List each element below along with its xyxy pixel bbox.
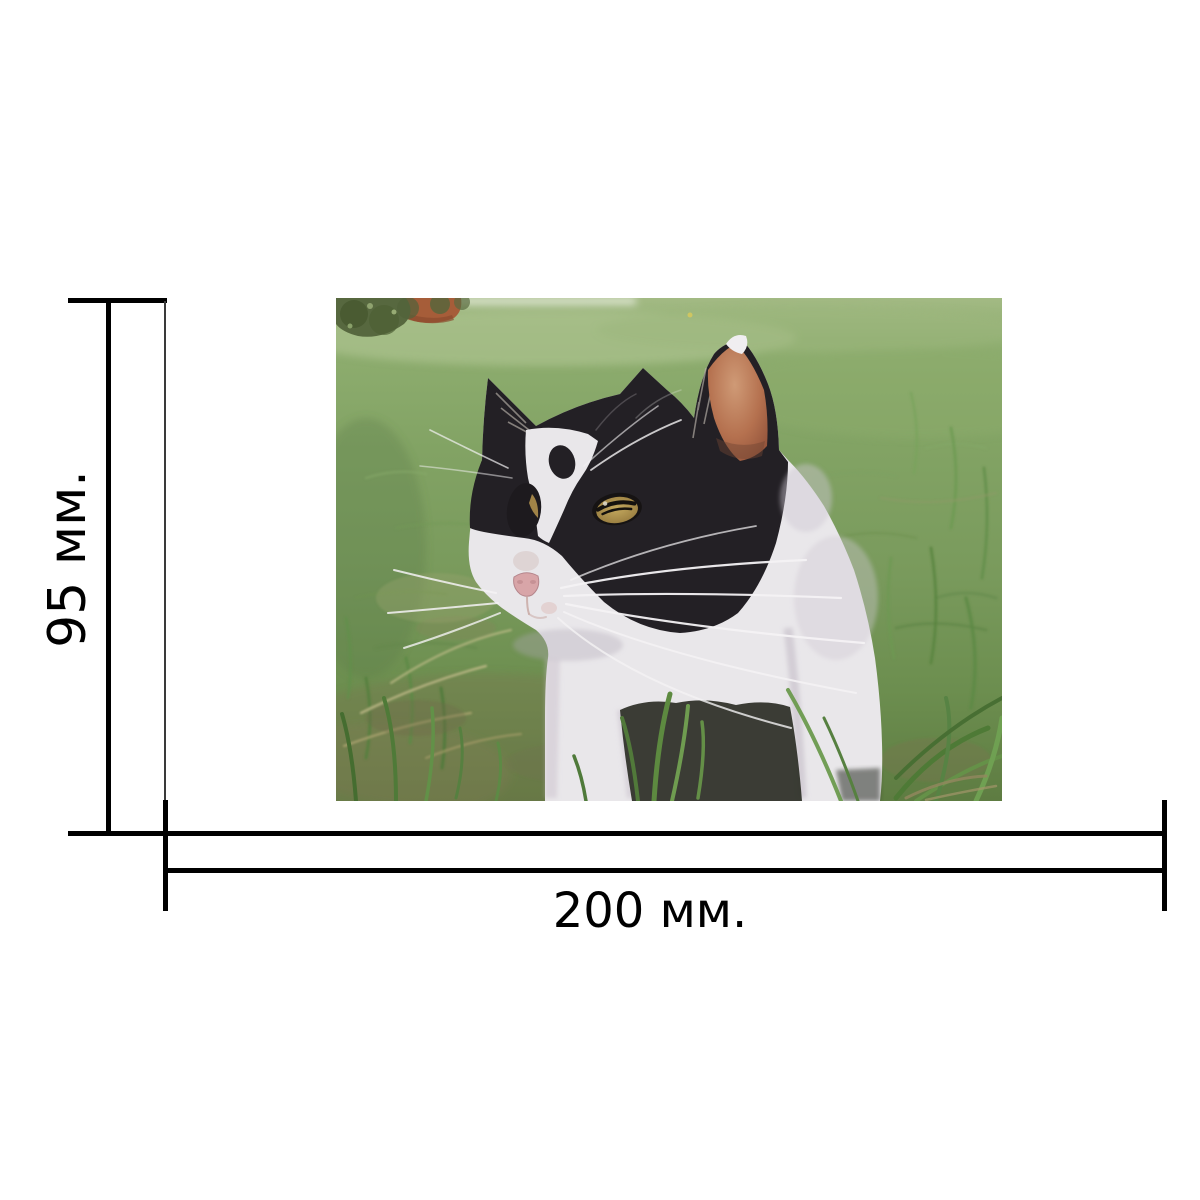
cat-blaze: [525, 427, 598, 543]
ear-shadow: [716, 438, 765, 460]
cat-nose: [513, 572, 540, 597]
width-left-tick: [163, 800, 168, 911]
height-dimension-label: 95 мм.: [38, 470, 98, 648]
bush-foliage: [336, 298, 470, 337]
blaze-spot: [548, 445, 576, 479]
baseline: [68, 831, 1167, 836]
extension-line: [164, 301, 166, 832]
cat-inner-ear: [707, 344, 768, 461]
mouth-shade: [541, 602, 557, 614]
lawn-flower: [687, 312, 693, 318]
height-dimension-line: [106, 298, 111, 836]
legs-shadow: [620, 700, 802, 801]
left-eye: [529, 494, 539, 518]
foreground-grass: [340, 688, 1002, 801]
width-right-tick: [1162, 800, 1167, 911]
width-dimension-line: [165, 868, 1167, 873]
ear-tip-tuft: [726, 335, 748, 354]
right-eye: [592, 492, 642, 526]
cat-mouth: [526, 596, 547, 619]
cat-black-mask: [469, 340, 788, 633]
nose-bridge-shade: [513, 551, 539, 571]
height-top-tick: [68, 298, 167, 303]
product-photo-cat: [336, 298, 1002, 801]
leg-shadow-right: [836, 768, 880, 801]
cat: [387, 335, 883, 801]
cat-whiskers: [387, 389, 866, 729]
width-dimension-label: 200 мм.: [552, 883, 748, 939]
nostril: [530, 580, 536, 584]
nostril: [517, 580, 523, 584]
